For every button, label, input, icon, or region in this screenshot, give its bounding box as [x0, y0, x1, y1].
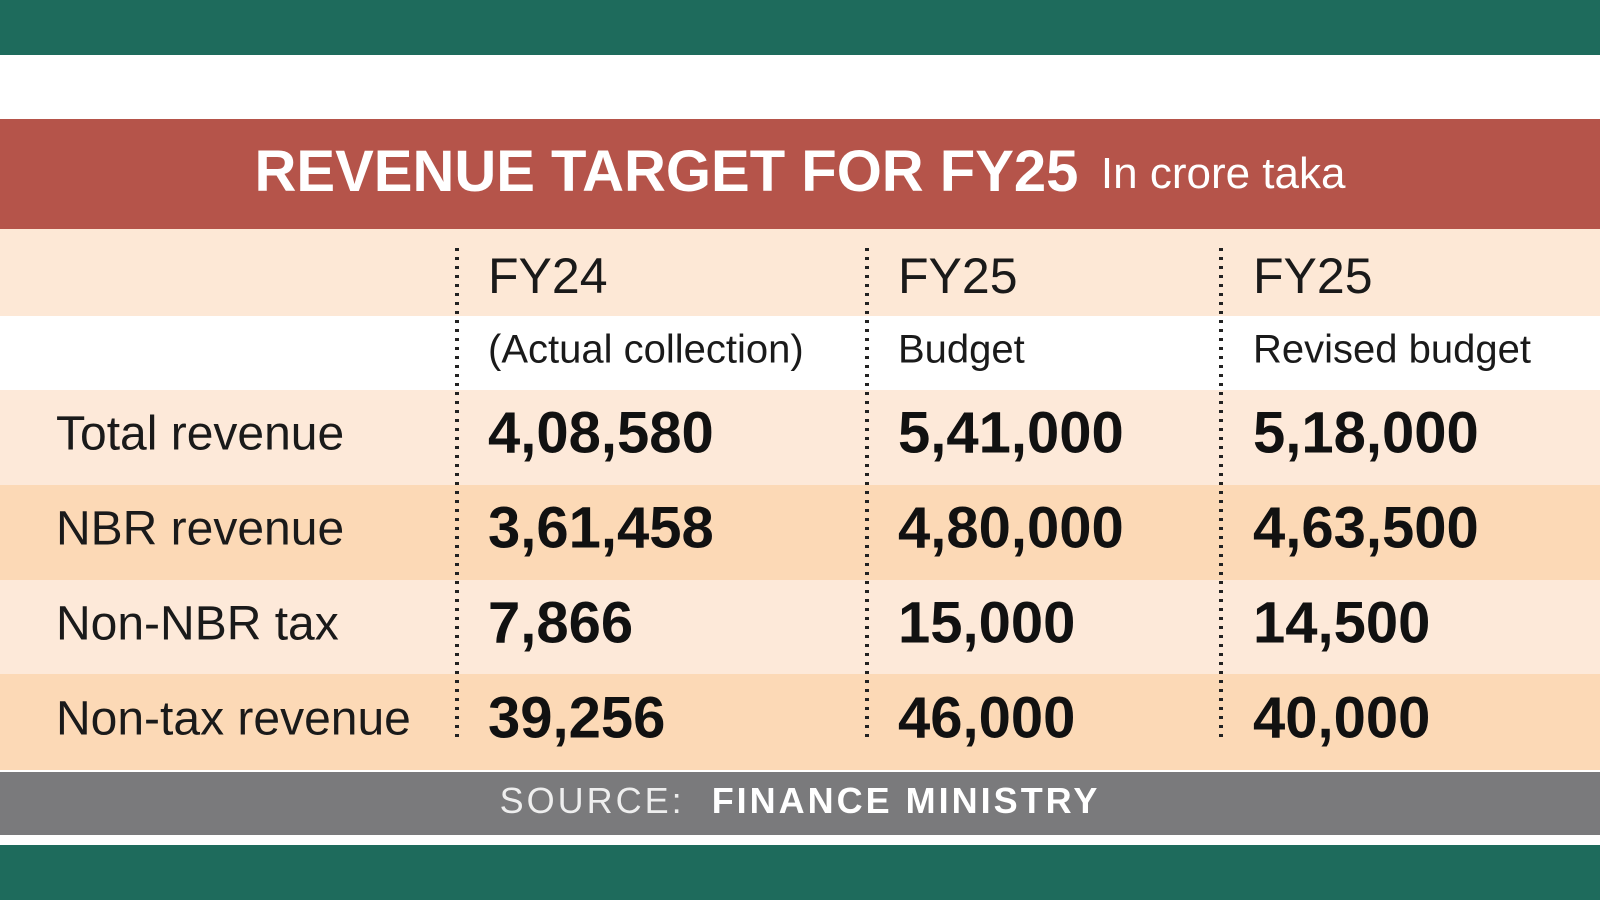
title-line: REVENUE TARGET FOR FY25 In crore taka [255, 139, 1346, 204]
source-label: SOURCE: [500, 780, 685, 821]
top-band [0, 0, 1600, 55]
column-year: FY25 [898, 248, 1018, 304]
row-label: Non-NBR tax [56, 598, 339, 651]
row-band [0, 390, 1600, 485]
row-band [0, 485, 1600, 580]
title: REVENUE TARGET FOR FY25 [255, 139, 1079, 204]
column-year: FY25 [1253, 248, 1373, 304]
column-note: (Actual collection) [488, 328, 804, 372]
row-label: Total revenue [56, 408, 344, 461]
source-line: SOURCE: FINANCE MINISTRY [500, 780, 1101, 821]
cell-value: 15,000 [898, 590, 1075, 655]
cell-value: 46,000 [898, 685, 1075, 750]
cell-value: 14,500 [1253, 590, 1430, 655]
subtitle: In crore taka [1101, 149, 1346, 198]
row-label: NBR revenue [56, 503, 344, 556]
column-year: FY24 [488, 248, 608, 304]
row-band [0, 674, 1600, 770]
cell-value: 5,41,000 [898, 400, 1124, 465]
title-band [0, 119, 1600, 229]
cell-value: 7,866 [488, 590, 633, 655]
header-band [0, 229, 1600, 316]
cell-value: 4,80,000 [898, 495, 1124, 560]
column-note: Budget [898, 328, 1025, 372]
dividers [455, 248, 1223, 742]
cell-value: 4,63,500 [1253, 495, 1479, 560]
cell-value: 3,61,458 [488, 495, 714, 560]
source-band [0, 772, 1600, 835]
cell-value: 39,256 [488, 685, 665, 750]
source-value: FINANCE MINISTRY [712, 780, 1101, 821]
cell-value: 40,000 [1253, 685, 1430, 750]
row-label: Non-tax revenue [56, 693, 411, 746]
bottom-band [0, 845, 1600, 900]
column-note: Revised budget [1253, 328, 1531, 372]
cell-value: 4,08,580 [488, 400, 714, 465]
cell-value: 5,18,000 [1253, 400, 1479, 465]
row-band [0, 580, 1600, 674]
